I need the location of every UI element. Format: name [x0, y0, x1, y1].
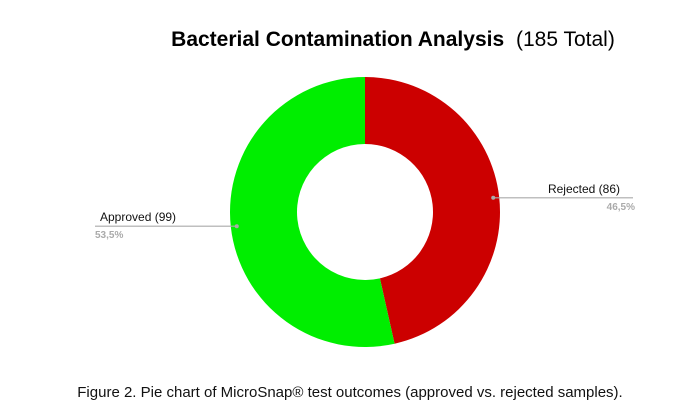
figure-caption: Figure 2. Pie chart of MicroSnap® test o…	[77, 384, 623, 401]
leader-dot	[234, 224, 239, 229]
slices-group	[229, 77, 500, 347]
slice-label: Approved (99)	[100, 210, 176, 224]
chart-title-suffix: (185 Total)	[516, 28, 615, 51]
slice-label: Rejected (86)	[548, 182, 620, 196]
slice-approved	[229, 77, 395, 347]
labels-group: Rejected (86) 46,5% Approved (99) 53,5%	[95, 182, 635, 241]
chart-title-main: Bacterial Contamination Analysis	[171, 28, 504, 51]
slice-rejected	[365, 77, 500, 344]
chart-title: Bacterial Contamination Analysis (185 To…	[171, 28, 615, 51]
slice-percent-label: 46,5%	[607, 202, 635, 213]
leader-dot	[491, 195, 496, 200]
slice-percent-label: 53,5%	[95, 230, 123, 241]
